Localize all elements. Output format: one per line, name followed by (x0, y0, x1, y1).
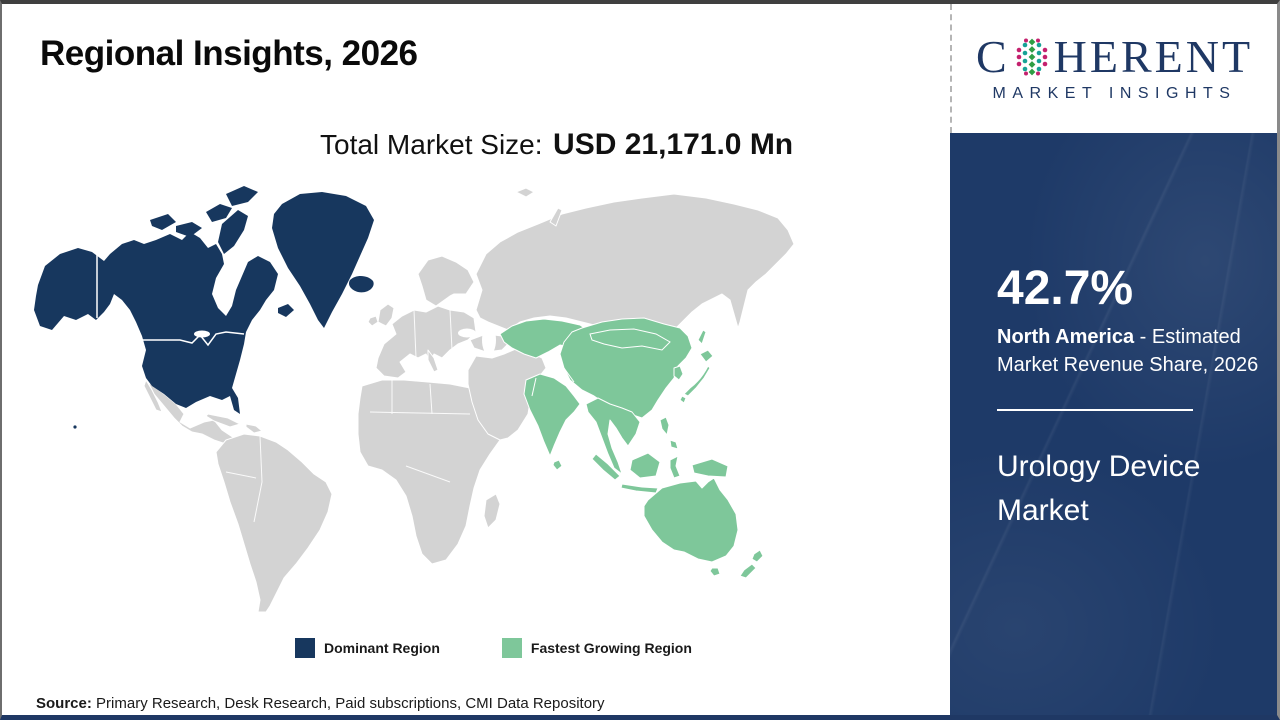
dominant-region-label: Dominant Region (324, 640, 440, 656)
region-north-america (34, 186, 374, 429)
total-market-size: Total Market Size: USD 21,171.0 Mn (320, 128, 793, 162)
highlight-panel: 42.7% North America - Estimated Market R… (950, 133, 1277, 715)
legend-item-fastest-growing: Fastest Growing Region (501, 638, 692, 658)
divider-line (997, 409, 1193, 411)
legend: Dominant Region Fastest Growing Region (295, 638, 692, 658)
logo-letter-c: C (975, 31, 1010, 82)
logo-tagline: MARKET INSIGHTS (992, 85, 1237, 102)
north-america-borders (96, 254, 245, 347)
page-title: Regional Insights, 2026 (40, 34, 418, 73)
world-map-svg (34, 186, 795, 613)
fastest-growing-region-swatch (501, 638, 522, 658)
share-caption-text: - Estimated Market Revenue Share, 2026 (997, 326, 1259, 376)
logo: C (950, 4, 1277, 133)
total-market-size-label: Total Market Size: (320, 129, 543, 160)
market-name: Urology Device Market (997, 450, 1201, 527)
logo-wordmark: C (976, 34, 1253, 80)
source-line: Source: Primary Research, Desk Research,… (36, 695, 605, 712)
seas (458, 325, 496, 355)
logo-letters-herent: HERENT (1053, 31, 1254, 82)
source-text: Primary Research, Desk Research, Paid su… (91, 695, 605, 712)
share-caption: North America - Estimated Market Revenue… (997, 323, 1269, 379)
great-lakes (194, 330, 210, 338)
total-market-size-value: USD 21,171.0 Mn (553, 128, 794, 161)
region-asia-pacific (499, 317, 764, 579)
share-region: North America (997, 326, 1135, 348)
dominant-region-swatch (295, 638, 315, 658)
share-value: 42.7% (997, 262, 1134, 315)
fastest-growing-region-label: Fastest Growing Region (530, 640, 692, 656)
sidebar: C (950, 4, 1277, 715)
legend-item-dominant: Dominant Region (295, 638, 440, 658)
globe-icon (1012, 35, 1052, 79)
world-map (30, 182, 840, 622)
asia-borders (531, 328, 671, 397)
country-borders (225, 309, 471, 523)
source-label: Source: (36, 695, 92, 712)
